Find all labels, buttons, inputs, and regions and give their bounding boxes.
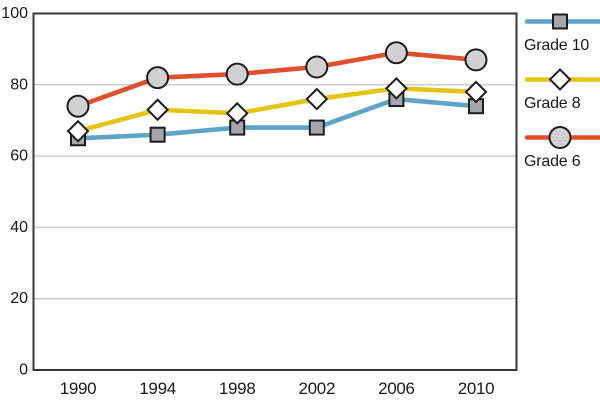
y-axis-label-100: 100 [1,5,28,22]
marker-circle [548,126,572,149]
marker-grade-6-2002 [305,55,329,79]
legend-item-grade-8: Grade 8 [524,66,600,113]
marker-grade-6-2006 [384,41,408,65]
legend-label-grade-8: Grade 8 [524,95,581,112]
y-axis-label-80: 80 [10,76,28,93]
legend: Grade 10 Grade 8 Grade 6 [524,8,600,171]
legend-label-grade-10: Grade 10 [524,37,590,54]
marker-grade-8-2006 [384,76,408,100]
x-axis-label-1994: 1994 [139,379,176,398]
series-line-grade-8 [75,86,479,134]
marker-grade-8-2010 [464,80,488,104]
x-axis-label-2010: 2010 [458,379,495,398]
legend-swatch-graphic [524,13,600,30]
marker-grade-10-2002 [308,119,325,136]
legend-swatch-grade-8 [524,66,600,93]
legend-swatch-graphic [524,68,600,91]
marker-grade-6-1990 [66,94,90,118]
series-line-grade-10 [75,96,479,141]
marker-square [552,13,568,30]
y-axis-label-40: 40 [10,219,28,236]
x-axis-label-2006: 2006 [378,379,415,398]
y-axis-label-60: 60 [10,148,28,165]
marker-grade-6-2010 [464,48,488,72]
marker-grade-8-2002 [305,87,329,111]
marker-diamond [548,68,572,91]
legend-swatch-grade-6 [524,124,600,151]
legend-item-grade-6: Grade 6 [524,124,600,171]
legend-swatch-graphic [524,126,600,149]
marker-grade-6-1998 [225,62,249,86]
marker-grade-8-1994 [146,98,170,122]
x-axis-label-1990: 1990 [60,379,97,398]
legend-item-grade-10: Grade 10 [524,8,600,55]
y-axis-label-0: 0 [19,362,28,379]
y-axis-label-20: 20 [10,290,28,307]
plot-border [32,12,518,371]
marker-grade-10-1994 [149,126,166,143]
x-axis-label-2002: 2002 [298,379,335,398]
series-line-grade-6 [75,50,479,109]
marker-grade-6-1994 [146,66,170,90]
x-axis-label-1998: 1998 [219,379,256,398]
legend-swatch-grade-10 [524,8,600,35]
marker-grade-8-1990 [66,119,90,143]
marker-grade-8-1998 [225,101,249,125]
legend-label-grade-6: Grade 6 [524,153,581,170]
